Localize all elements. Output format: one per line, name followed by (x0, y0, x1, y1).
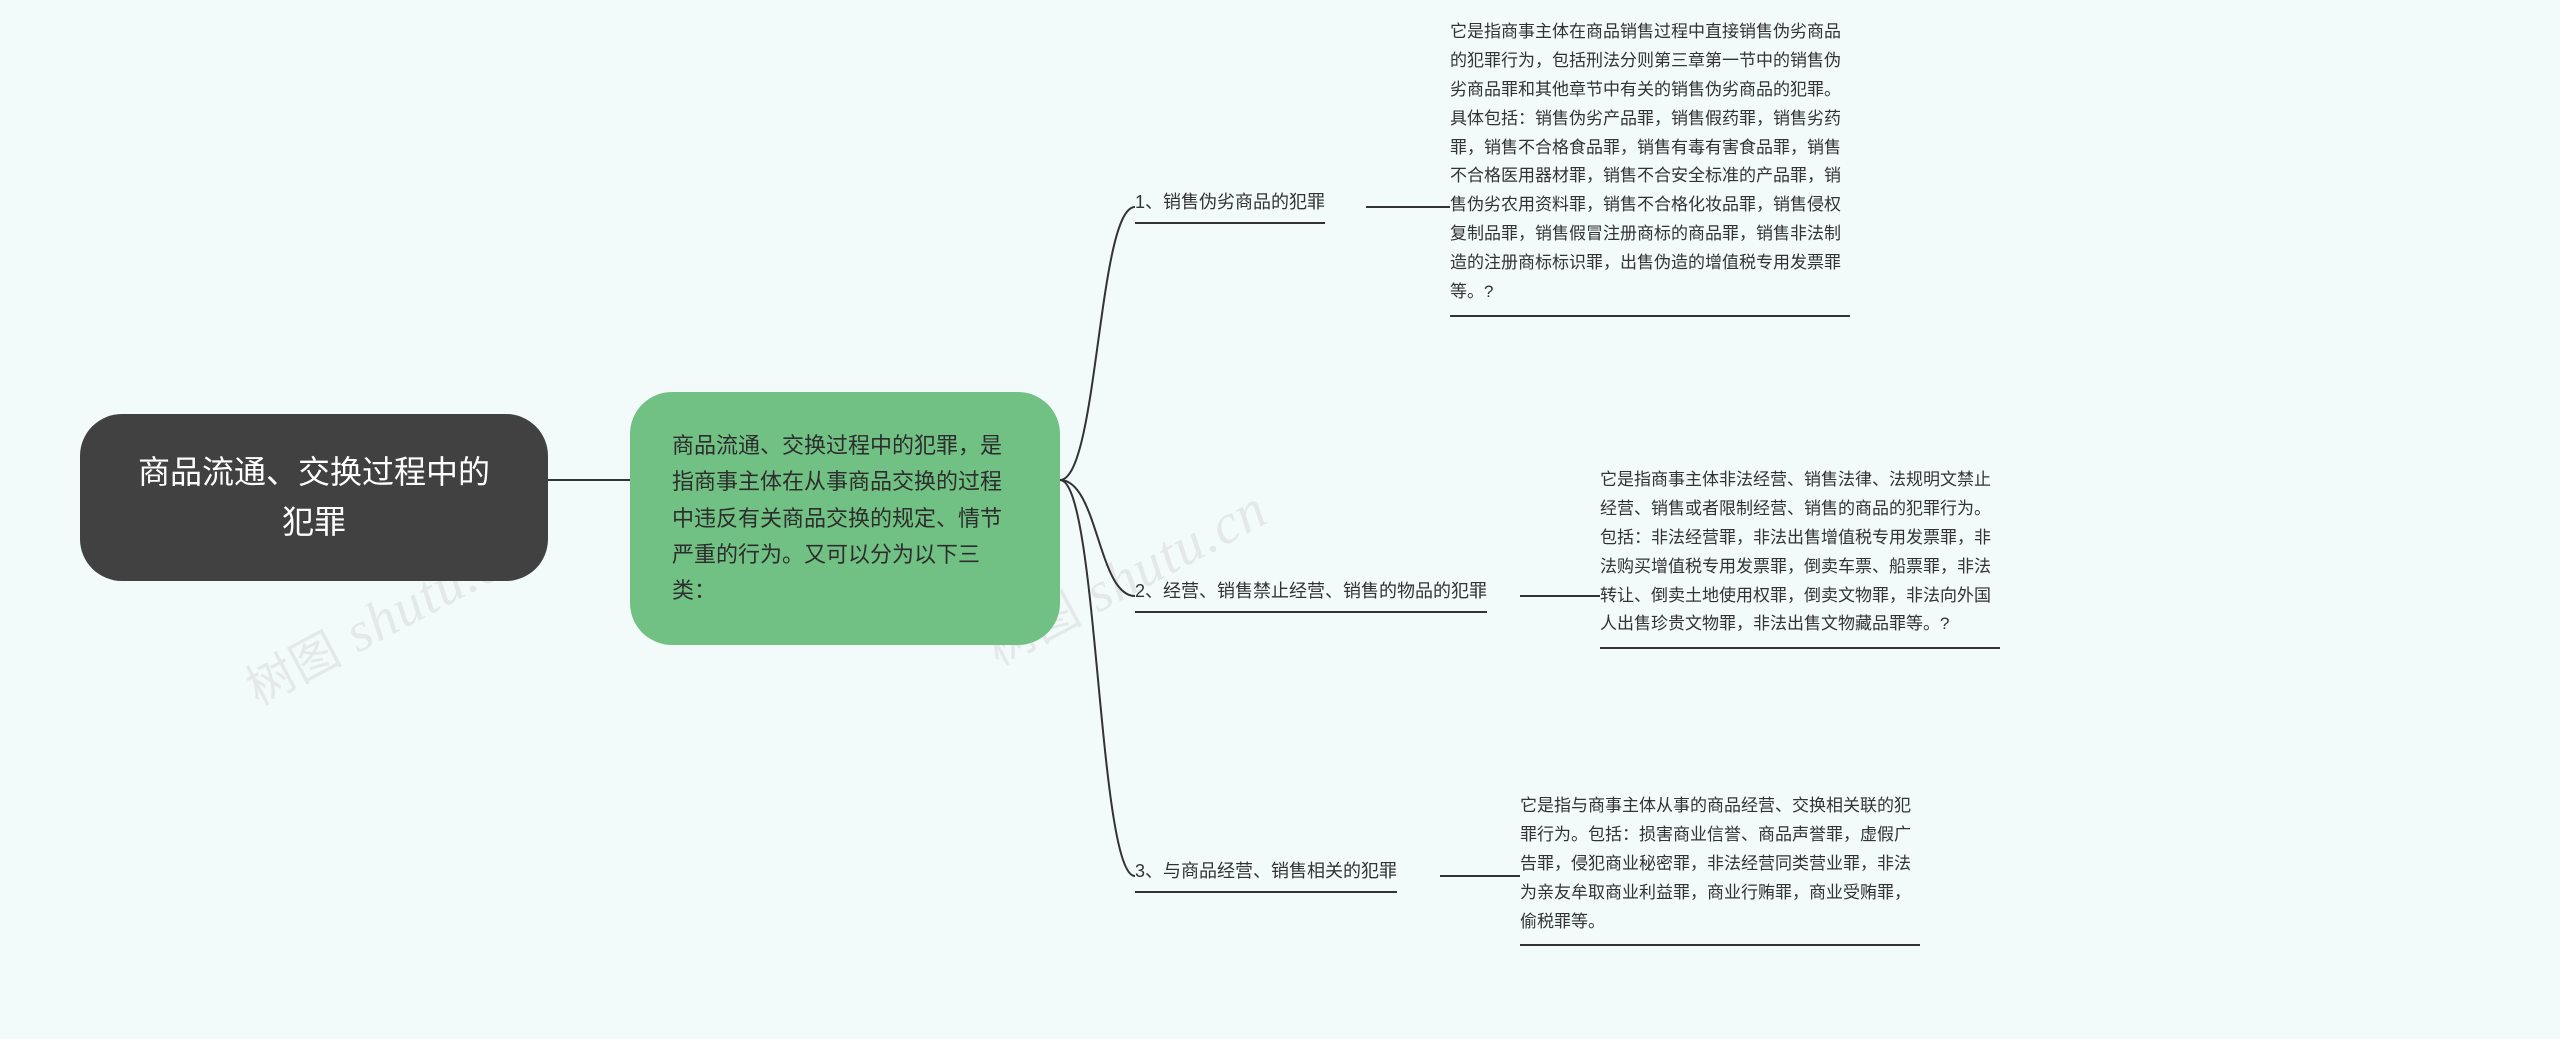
edge-l1-b1 (1060, 207, 1135, 480)
edge-l1-b3 (1060, 480, 1135, 876)
root-node[interactable]: 商品流通、交换过程中的犯罪 (80, 414, 548, 581)
edge-l1-b2 (1060, 480, 1135, 596)
branch-detail-label: 它是指商事主体非法经营、销售法律、法规明文禁止经营、销售或者限制经营、销售的商品… (1600, 470, 1991, 633)
branch-title-label: 2、经营、销售禁止经营、销售的物品的犯罪 (1135, 581, 1487, 601)
level1-label: 商品流通、交换过程中的犯罪，是指商事主体在从事商品交换的过程中违反有关商品交换的… (672, 433, 1002, 603)
branch-title[interactable]: 1、销售伪劣商品的犯罪 (1135, 188, 1325, 224)
branch-title[interactable]: 2、经营、销售禁止经营、销售的物品的犯罪 (1135, 577, 1487, 613)
branch-detail[interactable]: 它是指商事主体在商品销售过程中直接销售伪劣商品的犯罪行为，包括刑法分则第三章第一… (1450, 18, 1850, 317)
branch-detail-label: 它是指与商事主体从事的商品经营、交换相关联的犯罪行为。包括：损害商业信誉、商品声… (1520, 796, 1911, 931)
root-label: 商品流通、交换过程中的犯罪 (138, 454, 490, 540)
branch-title-label: 3、与商品经营、销售相关的犯罪 (1135, 861, 1397, 881)
branch-title[interactable]: 3、与商品经营、销售相关的犯罪 (1135, 857, 1397, 893)
level1-node[interactable]: 商品流通、交换过程中的犯罪，是指商事主体在从事商品交换的过程中违反有关商品交换的… (630, 392, 1060, 645)
watermark-cjk: 树图 (238, 623, 349, 716)
branch-detail[interactable]: 它是指商事主体非法经营、销售法律、法规明文禁止经营、销售或者限制经营、销售的商品… (1600, 466, 2000, 649)
branch-title-label: 1、销售伪劣商品的犯罪 (1135, 192, 1325, 212)
branch-detail[interactable]: 它是指与商事主体从事的商品经营、交换相关联的犯罪行为。包括：损害商业信誉、商品声… (1520, 792, 1920, 946)
branch-detail-label: 它是指商事主体在商品销售过程中直接销售伪劣商品的犯罪行为，包括刑法分则第三章第一… (1450, 22, 1841, 301)
mindmap-canvas: 树图 shutu.cn 树图 shutu.cn 商品流通、交换过程中的犯罪 商品… (0, 0, 2560, 1039)
